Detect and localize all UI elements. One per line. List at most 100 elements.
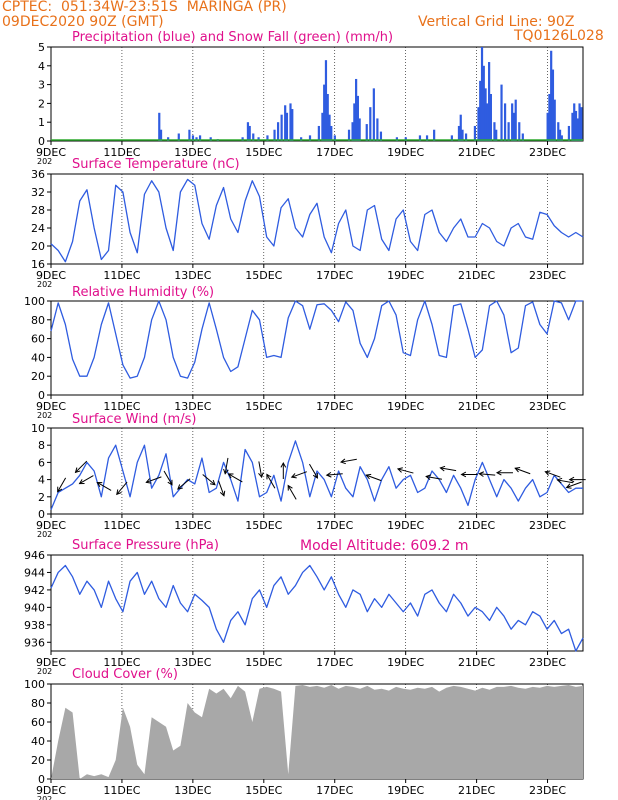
cloud-area: [51, 684, 583, 779]
y-tick-label: 938: [24, 619, 45, 632]
y-tick-label: 942: [24, 584, 45, 597]
precip-bar: [553, 99, 556, 141]
y-tick-label: 80: [31, 314, 45, 327]
wind-arrow-head: [425, 474, 432, 481]
y-tick-label: 946: [24, 549, 45, 562]
panel-frame: [50, 173, 584, 265]
precip-bar: [167, 137, 170, 141]
precip-bar: [493, 122, 496, 141]
y-tick-label: 944: [24, 566, 45, 579]
x-tick-label: 17DEC: [316, 656, 353, 669]
x-tick-label: 9DEC: [36, 656, 66, 669]
precip-bar: [507, 122, 510, 141]
wind-arrow: [79, 475, 94, 485]
panel-title: Surface Pressure (hPa): [72, 538, 219, 553]
y-tick-label: 40: [31, 351, 45, 364]
wind-arrow-head: [266, 473, 272, 480]
x-tick-label: 23DEC: [529, 656, 566, 669]
x-tick-label: 17DEC: [316, 146, 353, 159]
year-stub: 202: [37, 280, 52, 289]
chart-header: CPTEC: 051:34W-23:51S MARINGA (PR) 09DEC…: [0, 0, 618, 553]
wind-arrow-head: [96, 481, 103, 488]
wind-arrow: [309, 463, 318, 479]
wind-arrow-head: [325, 471, 332, 478]
x-tick-label: 23DEC: [529, 784, 566, 797]
precip-bar: [433, 129, 436, 141]
x-tick-label: 13DEC: [174, 269, 211, 282]
x-tick-label: 11DEC: [103, 269, 140, 282]
y-tick-label: 60: [31, 716, 45, 729]
precip-bar: [558, 129, 562, 141]
precip-bar: [308, 135, 312, 141]
precip-bar: [473, 125, 477, 141]
x-tick-label: 19DEC: [387, 784, 424, 797]
y-tick-label: 20: [31, 754, 45, 767]
wind-arrow: [57, 477, 67, 492]
precip-bar: [578, 103, 581, 141]
x-tick-label: 19DEC: [387, 519, 424, 532]
x-tick-label: 21DEC: [458, 400, 495, 413]
precip-bar: [484, 88, 487, 141]
wind-arrow-head: [57, 486, 63, 493]
series-line: [50, 440, 583, 510]
y-tick-label: 32: [31, 186, 45, 199]
wind-arrow: [218, 480, 225, 496]
y-tick-label: 0: [38, 508, 45, 521]
precip-bar: [358, 118, 361, 141]
precip-bar: [557, 122, 560, 141]
precip-bar: [548, 94, 551, 141]
precip-bar: [326, 94, 329, 141]
y-tick-label: 0: [38, 135, 45, 148]
y-tick-label: 20: [31, 240, 45, 253]
wind-arrow: [397, 468, 414, 474]
precip-bar: [457, 125, 461, 141]
x-tick-label: 11DEC: [103, 146, 140, 159]
x-tick-label: 23DEC: [529, 400, 566, 413]
panel-title: Cloud Cover (%): [72, 667, 178, 682]
precip-bar: [480, 47, 484, 141]
wind-arrow: [440, 467, 457, 472]
panel-frame: [50, 554, 584, 652]
y-tick-label: 80: [31, 697, 45, 710]
panel-title: Surface Wind (m/s): [72, 412, 196, 427]
y-tick-label: 4: [38, 60, 45, 73]
precip-bar: [518, 122, 521, 141]
precip-bar: [356, 95, 359, 141]
wind-arrow: [326, 473, 343, 476]
x-tick-label: 15DEC: [245, 656, 282, 669]
precip-bar: [195, 137, 198, 141]
wind-arrow-head: [78, 479, 85, 485]
x-tick-label: 9DEC: [36, 519, 66, 532]
wind-arrow-head: [280, 461, 287, 468]
y-tick-label: 1: [38, 116, 45, 129]
panel-title: Precipitation (blue) and Snow Fall (gree…: [72, 30, 393, 45]
series-line: [50, 564, 584, 652]
y-tick-label: 20: [31, 370, 45, 383]
wind-arrow: [97, 482, 112, 491]
precip-bar: [191, 135, 195, 141]
wind-arrow: [566, 481, 582, 488]
y-tick-label: 5: [38, 41, 45, 54]
wind-arrow: [340, 458, 357, 463]
x-tick-label: 13DEC: [174, 400, 211, 413]
x-tick-label: 9DEC: [36, 146, 66, 159]
precip-bar: [365, 124, 368, 141]
series-line: [50, 300, 583, 379]
precip-bar: [512, 112, 516, 141]
run-date: 09DEC2020 90Z (GMT): [2, 14, 164, 30]
precip-bar: [158, 112, 161, 141]
wind-arrow-head: [568, 476, 575, 483]
precip-bar: [489, 94, 492, 141]
wind-arrow-head: [227, 473, 234, 479]
x-tick-label: 21DEC: [458, 269, 495, 282]
precip-bar: [450, 135, 453, 141]
x-tick-label: 9DEC: [36, 269, 66, 282]
precip-bar: [198, 135, 202, 141]
x-tick-label: 19DEC: [387, 656, 424, 669]
precip-bar: [276, 122, 280, 141]
precip-bar: [248, 125, 251, 141]
precip-bar: [284, 105, 287, 141]
y-tick-label: 3: [38, 79, 45, 92]
x-tick-label: 23DEC: [529, 269, 566, 282]
y-tick-label: 8: [38, 439, 45, 452]
